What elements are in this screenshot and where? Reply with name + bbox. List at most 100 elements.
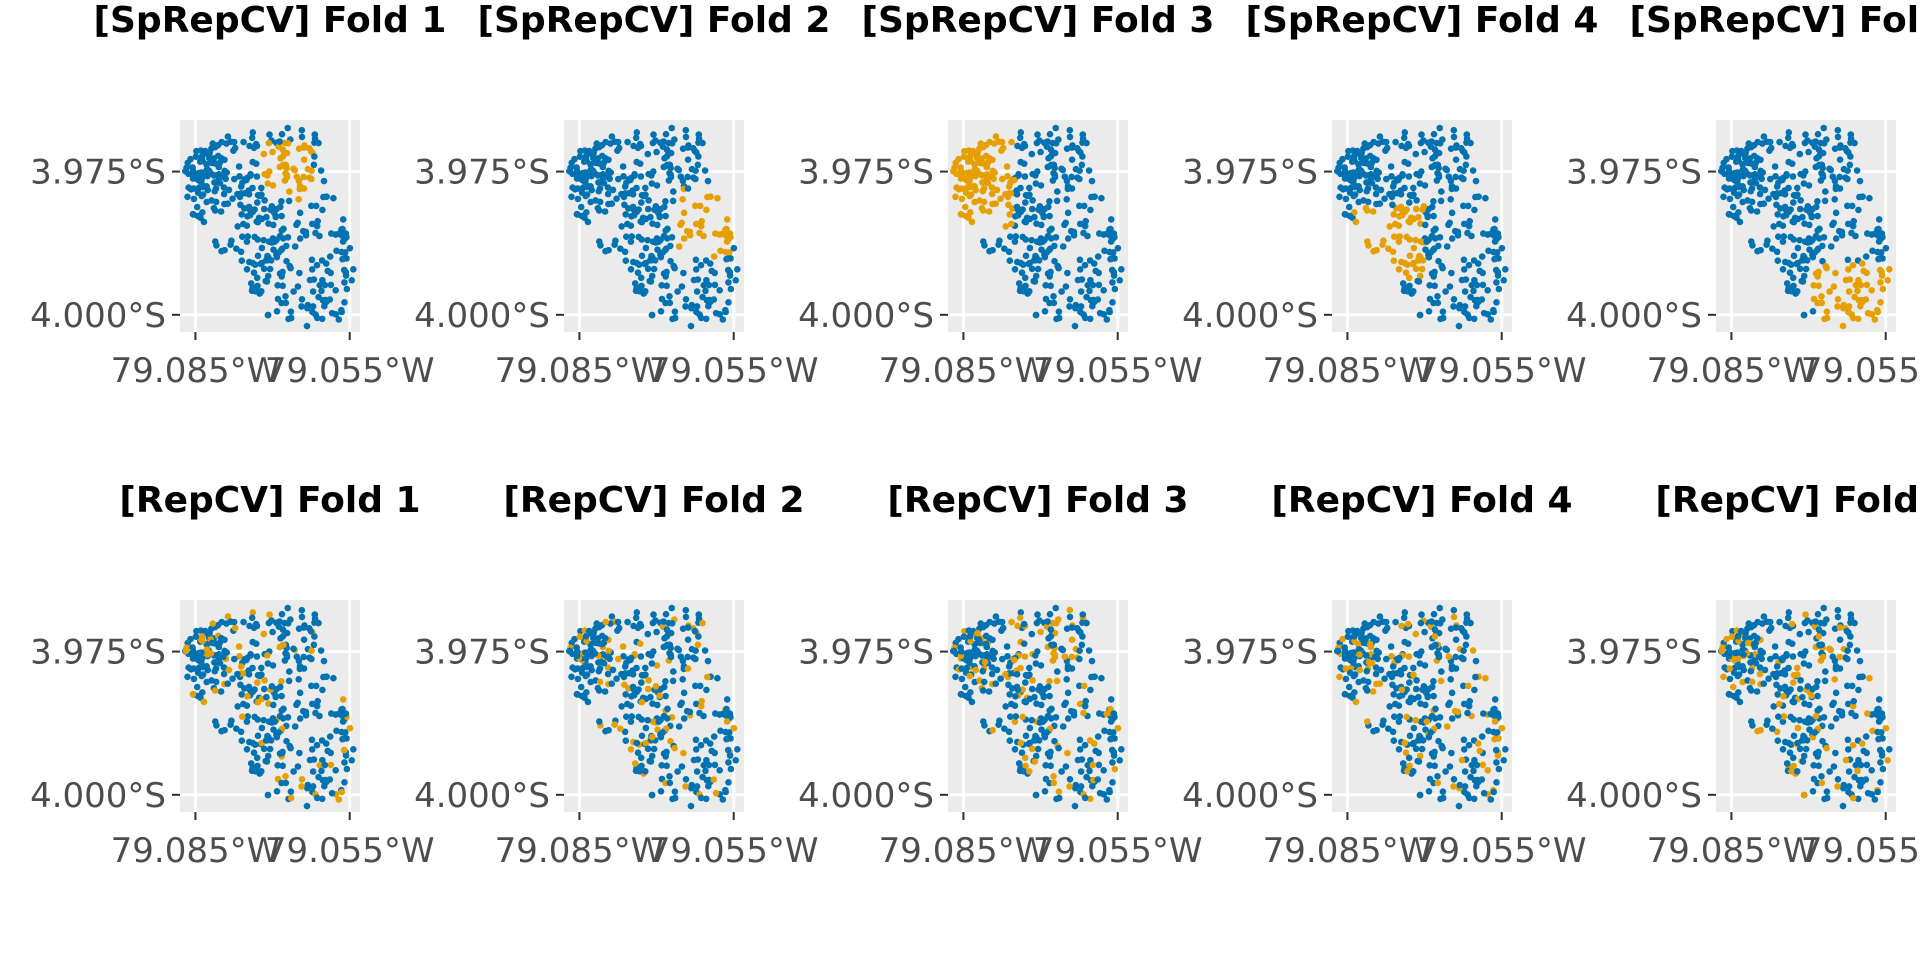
training-point <box>958 675 966 683</box>
training-point <box>264 660 272 667</box>
training-point <box>695 153 702 160</box>
training-point <box>604 173 611 181</box>
training-point <box>1734 192 1742 200</box>
test-point <box>1494 752 1502 759</box>
training-point <box>313 261 321 269</box>
training-point <box>1372 653 1379 661</box>
training-point <box>1417 619 1425 627</box>
training-point <box>1118 746 1125 753</box>
training-point <box>204 186 211 194</box>
training-point <box>1878 752 1886 759</box>
training-point <box>1096 710 1103 717</box>
training-point <box>244 213 251 220</box>
training-point <box>1462 161 1470 169</box>
training-point <box>659 249 666 256</box>
training-point <box>1784 614 1792 622</box>
training-point <box>1871 230 1878 238</box>
training-point <box>1012 213 1019 220</box>
training-point <box>1111 735 1118 742</box>
test-point <box>1391 233 1398 240</box>
test-point <box>1029 677 1036 684</box>
training-point <box>719 796 727 803</box>
training-point <box>1425 308 1433 315</box>
training-point <box>1390 691 1397 698</box>
training-point <box>716 767 723 774</box>
training-point <box>285 677 293 685</box>
training-point <box>1350 153 1358 160</box>
test-point <box>694 641 702 649</box>
training-point <box>727 735 734 742</box>
test-point <box>224 613 232 620</box>
training-point <box>1037 662 1045 669</box>
training-point <box>703 686 710 694</box>
test-point <box>644 685 652 693</box>
training-point <box>1088 193 1095 201</box>
training-point <box>1361 620 1369 627</box>
training-point <box>1068 144 1076 151</box>
training-point <box>1875 718 1883 725</box>
training-point <box>212 678 220 686</box>
training-point <box>1467 293 1474 301</box>
test-point <box>1401 259 1409 267</box>
training-point <box>1802 131 1809 138</box>
training-point <box>1797 677 1804 684</box>
training-point <box>1422 246 1429 253</box>
training-point <box>1847 633 1854 640</box>
test-point <box>621 681 628 689</box>
training-point <box>622 211 629 218</box>
training-point <box>1001 725 1008 732</box>
training-point <box>966 655 974 662</box>
test-point <box>1066 606 1074 614</box>
test-point <box>1014 622 1021 630</box>
x-tick-label: 79.085°W <box>111 351 281 391</box>
training-point <box>1779 718 1787 725</box>
training-point <box>621 201 628 209</box>
training-point <box>1450 606 1458 614</box>
training-point <box>1853 647 1861 654</box>
training-point <box>1014 142 1021 150</box>
training-point <box>1882 244 1890 252</box>
training-point <box>674 768 681 775</box>
training-point <box>1376 200 1384 207</box>
training-point <box>1446 763 1454 770</box>
training-point <box>319 686 326 694</box>
training-point <box>1032 660 1040 667</box>
training-point <box>271 238 279 245</box>
training-point <box>1456 781 1464 789</box>
training-point <box>249 129 257 136</box>
training-point <box>691 147 699 155</box>
training-point <box>992 613 1000 620</box>
training-point <box>1079 153 1086 160</box>
training-point <box>661 683 668 691</box>
training-point <box>1829 653 1837 660</box>
training-point <box>258 664 265 672</box>
test-point <box>1369 688 1377 695</box>
training-point <box>1017 609 1025 616</box>
training-point <box>1053 197 1061 205</box>
training-point <box>1428 232 1436 240</box>
x-tick-label: 79.085°W <box>1263 351 1433 391</box>
training-point <box>1081 794 1089 802</box>
training-point <box>578 692 586 700</box>
training-point <box>212 238 219 245</box>
test-point <box>1718 647 1726 655</box>
training-point <box>1050 299 1058 307</box>
training-point <box>1041 788 1049 795</box>
training-point <box>1456 301 1464 309</box>
training-point <box>1421 182 1429 189</box>
test-point <box>1031 758 1039 765</box>
training-point <box>654 221 661 229</box>
training-point <box>637 173 645 180</box>
training-point <box>1114 244 1122 252</box>
training-point <box>1076 202 1083 210</box>
training-point <box>1004 653 1011 660</box>
training-point <box>577 203 585 211</box>
training-point <box>1467 139 1474 147</box>
training-point <box>284 620 292 627</box>
training-point <box>1781 191 1789 198</box>
training-point <box>1472 673 1479 681</box>
training-point <box>1446 699 1453 707</box>
training-point <box>1363 187 1371 195</box>
test-point <box>1479 761 1487 769</box>
training-point <box>240 700 247 708</box>
